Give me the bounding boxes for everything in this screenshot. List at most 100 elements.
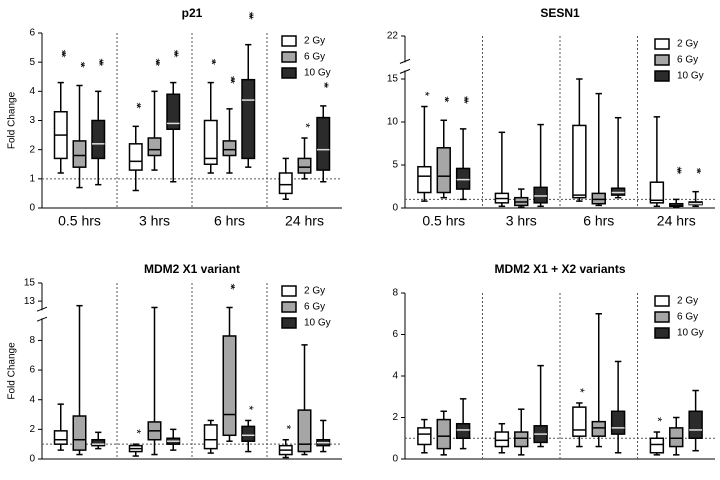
significance: ** [223, 283, 237, 290]
significance: *** [223, 76, 237, 84]
y-axis-label: Fold Change [7, 91, 18, 149]
significance: * [418, 92, 432, 97]
box [514, 431, 529, 448]
y-tick-label: 5 [392, 160, 398, 171]
legend-label: 10 Gy [677, 328, 704, 339]
y-axis-label: Fold Change [7, 342, 18, 400]
y-tick-label: 1 [29, 173, 35, 184]
box [669, 427, 684, 448]
significance: *** [55, 50, 69, 58]
legend-swatch [281, 285, 297, 297]
legend-swatch [654, 54, 670, 66]
box [436, 147, 451, 194]
legend-label: 2 Gy [677, 296, 698, 307]
significance: ** [205, 59, 219, 66]
y-tick-label: 8 [29, 335, 35, 346]
y-tick-label: 13 [24, 296, 36, 307]
box [147, 137, 162, 157]
legend-swatch [281, 67, 297, 79]
box [610, 410, 626, 435]
y-tick-label: 3 [29, 115, 35, 126]
legend-swatch [654, 70, 670, 82]
y-tick-label: 2 [29, 424, 35, 435]
box [166, 93, 181, 130]
legend-swatch [654, 327, 670, 339]
significance: *** [148, 58, 162, 66]
legend-label: 6 Gy [304, 52, 325, 63]
y-tick-label: 4 [29, 394, 35, 405]
box [91, 438, 106, 447]
x-tick-label: 24 hrs [285, 213, 324, 229]
significance: *** [92, 58, 106, 66]
box [222, 335, 237, 437]
legend-swatch [281, 35, 297, 47]
significance: ** [438, 96, 452, 103]
box [649, 437, 665, 454]
box [436, 418, 451, 450]
y-tick-label: 10 [387, 117, 399, 128]
y-tick-label: 15 [24, 278, 36, 289]
x-tick-label: 6 hrs [214, 213, 245, 229]
box [494, 431, 510, 448]
box [72, 415, 87, 451]
x-tick-label: 0.5 hrs [58, 213, 101, 229]
y-tick-label: 15 [387, 74, 399, 85]
y-tick-label: 4 [392, 371, 398, 382]
box [417, 427, 432, 446]
box [278, 172, 293, 195]
legend-label: 2 Gy [304, 36, 325, 47]
significance: *** [167, 50, 181, 58]
y-tick-label: 0 [29, 454, 35, 465]
y-tick-label: 8 [392, 288, 398, 299]
box [72, 140, 87, 168]
significance: * [130, 429, 144, 434]
box [91, 119, 106, 160]
box [591, 192, 606, 205]
chart-title: p21 [182, 6, 203, 20]
y-tick-label: 5 [29, 57, 35, 68]
y-tick-label: 22 [387, 31, 399, 42]
chart-title: SESN1 [540, 6, 580, 20]
y-tick-label: 0 [29, 203, 35, 214]
legend-swatch [281, 317, 297, 329]
box [455, 167, 471, 190]
significance: * [280, 425, 294, 430]
y-tick-label: 2 [392, 412, 398, 423]
box [53, 430, 68, 445]
box [297, 157, 312, 174]
chart-title: MDM2 X1 variant [144, 262, 240, 276]
box [455, 422, 471, 440]
significance: ** [130, 102, 144, 109]
box [297, 409, 312, 453]
significance: *** [242, 12, 256, 20]
significance: ** [317, 82, 331, 89]
box [128, 143, 143, 171]
legend-swatch [654, 38, 670, 50]
x-tick-label: 3 hrs [139, 213, 170, 229]
legend-swatch [281, 301, 297, 313]
significance: * [573, 388, 587, 393]
y-tick-label: 6 [29, 28, 35, 39]
legend-label: 2 Gy [304, 286, 325, 297]
legend-label: 6 Gy [677, 55, 698, 66]
legend-label: 6 Gy [304, 302, 325, 313]
legend-label: 2 Gy [677, 39, 698, 50]
box [203, 424, 218, 450]
box [572, 406, 587, 437]
axis-break [36, 306, 48, 322]
y-tick-label: 0 [392, 203, 398, 214]
box [533, 186, 548, 204]
legend-label: 10 Gy [677, 71, 704, 82]
box [417, 165, 432, 194]
legend-swatch [654, 311, 670, 323]
box [649, 181, 665, 204]
box [572, 124, 587, 199]
significance: * [242, 405, 256, 410]
y-tick-label: 2 [29, 144, 35, 155]
significance: *** [457, 96, 471, 104]
legend-label: 10 Gy [304, 318, 331, 329]
box [241, 425, 256, 442]
x-tick-label: 3 hrs [506, 213, 537, 229]
box [591, 420, 606, 437]
